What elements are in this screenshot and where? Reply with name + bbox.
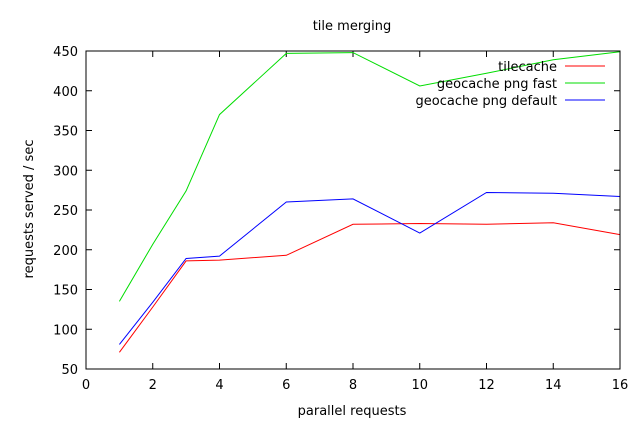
- legend-label-0: tilecache: [498, 60, 557, 75]
- y-tick-label: 300: [53, 164, 78, 179]
- y-tick-label: 350: [53, 125, 78, 140]
- x-tick-label: 10: [411, 378, 428, 393]
- x-tick-label: 6: [282, 378, 290, 393]
- x-tick-label: 14: [545, 378, 562, 393]
- y-tick-label: 150: [53, 284, 78, 299]
- x-tick-label: 0: [82, 378, 90, 393]
- y-tick-label: 50: [61, 363, 78, 378]
- y-tick-label: 100: [53, 323, 78, 338]
- series-line-1: [118, 51, 621, 302]
- y-axis-label: requests served / sec: [22, 140, 37, 279]
- series-line-0: [118, 222, 621, 353]
- y-tick-label: 450: [53, 45, 78, 60]
- y-tick-label: 200: [53, 244, 78, 259]
- x-tick-label: 12: [478, 378, 495, 393]
- x-axis-label: parallel requests: [298, 404, 407, 419]
- legend-label-2: geocache png default: [416, 94, 557, 109]
- series-line-2: [119, 191, 621, 345]
- legend-label-1: geocache png fast: [437, 77, 557, 92]
- chart-title: tile merging: [313, 19, 392, 34]
- series-layer: [118, 51, 621, 353]
- x-tick-label: 16: [612, 378, 629, 393]
- y-tick-label: 250: [53, 204, 78, 219]
- x-tick-label: 8: [349, 378, 357, 393]
- x-tick-label: 4: [215, 378, 223, 393]
- plot-frame: [85, 50, 621, 370]
- x-tick-label: 2: [149, 378, 157, 393]
- legend: tilecache geocache png fast geocache png d…: [416, 60, 605, 109]
- y-tick-label: 400: [53, 85, 78, 100]
